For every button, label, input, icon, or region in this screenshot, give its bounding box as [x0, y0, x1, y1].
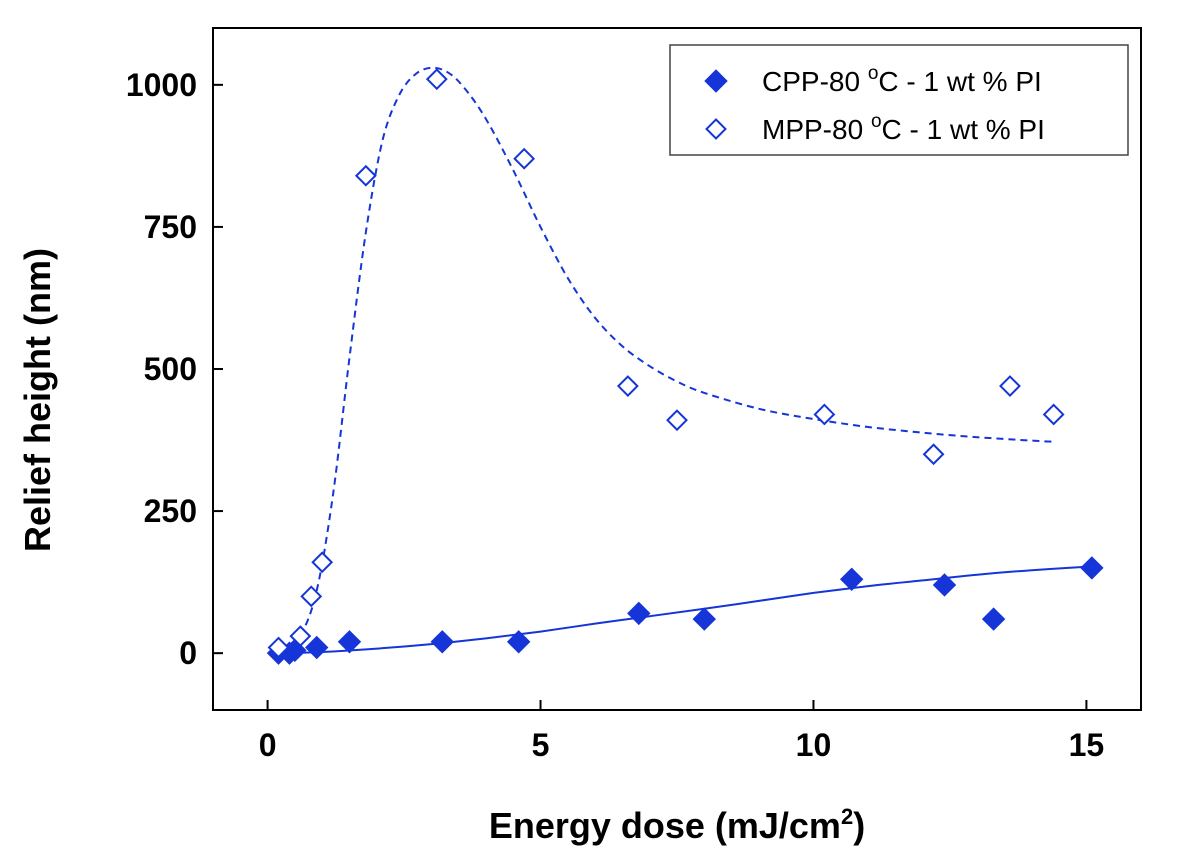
legend-marker-cpp — [704, 69, 728, 93]
data-point-cpp — [932, 573, 957, 597]
data-point-mpp — [1042, 403, 1065, 426]
data-points — [266, 68, 1104, 665]
data-point-cpp — [839, 567, 864, 591]
data-point-mpp — [300, 585, 323, 608]
data-point-mpp — [267, 636, 290, 659]
y-tick-label: 250 — [144, 493, 197, 529]
legend: CPP-80 oC - 1 wt % PI MPP-80 oC - 1 wt %… — [669, 44, 1129, 156]
data-point-mpp — [513, 147, 536, 170]
y-tick-label: 1000 — [126, 67, 197, 103]
legend-label-cpp: CPP-80 oC - 1 wt % PI — [762, 63, 1042, 97]
data-point-mpp — [813, 403, 836, 426]
data-point-mpp — [666, 409, 688, 432]
data-point-mpp — [311, 551, 334, 574]
y-tick-label: 500 — [144, 351, 197, 387]
data-point-cpp — [337, 630, 362, 654]
legend-label-mpp: MPP-80 oC - 1 wt % PI — [762, 111, 1045, 145]
fit-lines — [283, 66, 1087, 655]
legend-marker-mpp — [705, 118, 727, 140]
y-axis-title: Relief height (nm) — [17, 248, 58, 552]
axis-ticks: 0 5 10 15 0 250 500 750 1000 — [126, 67, 1104, 763]
data-point-mpp — [999, 375, 1021, 397]
fit-line-cpp — [283, 565, 1087, 655]
data-point-cpp — [430, 630, 454, 654]
data-point-mpp — [354, 164, 377, 187]
data-point-cpp — [1080, 556, 1104, 580]
x-tick-label: 15 — [1069, 727, 1105, 763]
data-point-cpp — [506, 630, 531, 654]
x-tick-label: 0 — [259, 727, 277, 763]
legend-box — [669, 44, 1129, 156]
data-point-mpp — [289, 625, 312, 648]
x-axis-title: Energy dose (mJ/cm2) — [489, 804, 865, 846]
data-point-mpp — [425, 68, 448, 91]
data-point-cpp — [981, 607, 1006, 631]
y-tick-label: 0 — [179, 635, 197, 671]
data-point-mpp — [616, 375, 639, 397]
x-tick-label: 5 — [532, 727, 550, 763]
data-point-cpp — [627, 601, 651, 626]
data-point-cpp — [692, 607, 717, 631]
data-point-cpp — [305, 635, 329, 660]
y-tick-label: 750 — [144, 209, 197, 245]
data-point-mpp — [922, 443, 945, 466]
x-tick-label: 10 — [796, 727, 832, 763]
